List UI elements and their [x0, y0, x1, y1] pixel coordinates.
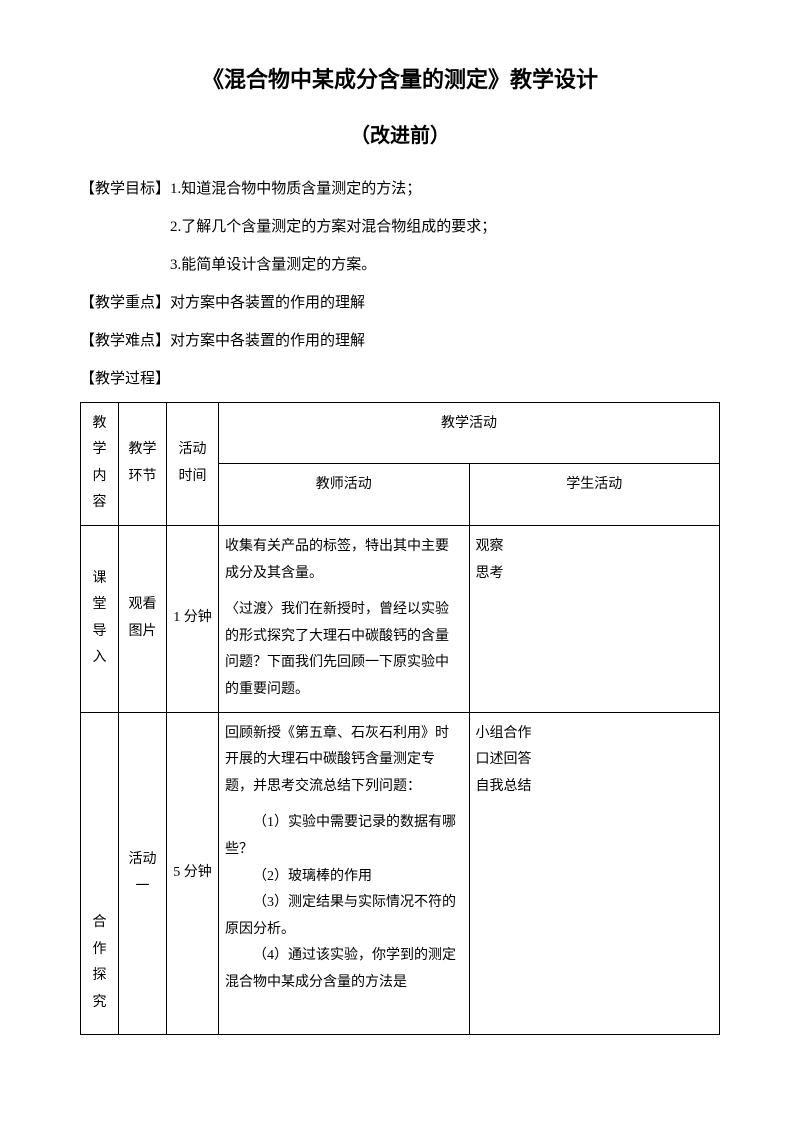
process-label: 【教学过程】 — [80, 364, 720, 394]
row2-student-l2: 口述回答 — [476, 747, 714, 774]
header-activity: 教学活动 — [219, 402, 720, 464]
row2-teacher-q1: （1）实验中需要记录的数据有哪些？ — [225, 810, 463, 863]
header-content: 教学内容 — [81, 402, 119, 525]
table-header-row1: 教学内容 教学环节 活动时间 教学活动 — [81, 402, 720, 464]
header-phase: 教学环节 — [119, 402, 167, 525]
row2-teacher: 回顾新授《第五章、石灰石利用》时开展的大理石中碳酸钙含量测定专题，并思考交流总结… — [219, 712, 470, 1035]
row2-student-l1: 小组合作 — [476, 721, 714, 748]
row1-phase: 观看图片 — [119, 525, 167, 712]
row2-content: 合作探究 — [81, 712, 119, 1035]
row1-teacher-p2: 〈过渡〉我们在新授时，曾经以实验的形式探究了大理石中碳酸钙的含量问题？下面我们先… — [225, 597, 463, 703]
row2-student: 小组合作 口述回答 自我总结 — [469, 712, 720, 1035]
page-subtitle: （改进前） — [80, 118, 720, 154]
header-teacher: 教师活动 — [219, 464, 470, 526]
header-student: 学生活动 — [469, 464, 720, 526]
row2-teacher-q4: （4）通过该实验，你学到的测定混合物中某成分含量的方法是 — [225, 943, 463, 996]
row1-content: 课堂导入 — [81, 525, 119, 712]
row2-teacher-q3: （3）测定结果与实际情况不符的原因分析。 — [225, 890, 463, 943]
row1-student: 观察 思考 — [469, 525, 720, 712]
focus-text: 对方案中各装置的作用的理解 — [170, 295, 365, 311]
objective-1: 1.知道混合物中物质含量测定的方法； — [170, 181, 421, 197]
focus-label: 【教学重点】 — [80, 295, 170, 311]
spacer — [225, 996, 463, 1026]
difficulty-text: 对方案中各装置的作用的理解 — [170, 333, 365, 349]
row1-student-l1: 观察 — [476, 534, 714, 561]
table-row: 课堂导入 观看图片 1 分钟 收集有关产品的标签，特出其中主要成分及其含量。 〈… — [81, 525, 720, 712]
objective-2: 2.了解几个含量测定的方案对混合物组成的要求； — [80, 212, 720, 242]
objectives-line1: 【教学目标】1.知道混合物中物质含量测定的方法； — [80, 174, 720, 204]
row1-time: 1 分钟 — [167, 525, 219, 712]
row2-teacher-intro: 回顾新授《第五章、石灰石利用》时开展的大理石中碳酸钙含量测定专题，并思考交流总结… — [225, 721, 463, 801]
row2-phase: 活动一 — [119, 712, 167, 1035]
header-time: 活动时间 — [167, 402, 219, 525]
lesson-table: 教学内容 教学环节 活动时间 教学活动 教师活动 学生活动 课堂导入 观看图片 … — [80, 402, 720, 1036]
row1-student-l2: 思考 — [476, 561, 714, 588]
row1-teacher-p1: 收集有关产品的标签，特出其中主要成分及其含量。 — [225, 534, 463, 587]
row2-student-l3: 自我总结 — [476, 774, 714, 801]
row1-teacher: 收集有关产品的标签，特出其中主要成分及其含量。 〈过渡〉我们在新授时，曾经以实验… — [219, 525, 470, 712]
row2-time: 5 分钟 — [167, 712, 219, 1035]
objective-label: 【教学目标】 — [80, 181, 170, 197]
page-title: 《混合物中某成分含量的测定》教学设计 — [80, 60, 720, 100]
difficulty-label: 【教学难点】 — [80, 333, 170, 349]
row2-teacher-q2: （2）玻璃棒的作用 — [225, 864, 463, 891]
table-row: 合作探究 活动一 5 分钟 回顾新授《第五章、石灰石利用》时开展的大理石中碳酸钙… — [81, 712, 720, 1035]
focus-line: 【教学重点】对方案中各装置的作用的理解 — [80, 288, 720, 318]
objective-3: 3.能简单设计含量测定的方案。 — [80, 250, 720, 280]
difficulty-line: 【教学难点】对方案中各装置的作用的理解 — [80, 326, 720, 356]
